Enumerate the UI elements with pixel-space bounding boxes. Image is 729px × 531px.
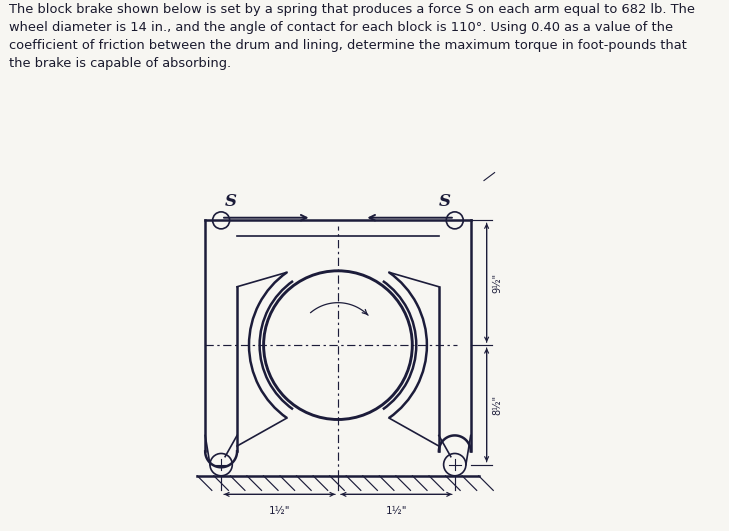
Text: S: S (439, 193, 451, 210)
Text: 1½": 1½" (269, 507, 290, 516)
Text: 9½": 9½" (492, 273, 502, 293)
Text: The block brake shown below is set by a spring that produces a force S on each a: The block brake shown below is set by a … (9, 3, 695, 70)
Text: 8½": 8½" (492, 395, 502, 415)
Text: S: S (225, 193, 237, 210)
Text: 1½": 1½" (386, 507, 407, 516)
